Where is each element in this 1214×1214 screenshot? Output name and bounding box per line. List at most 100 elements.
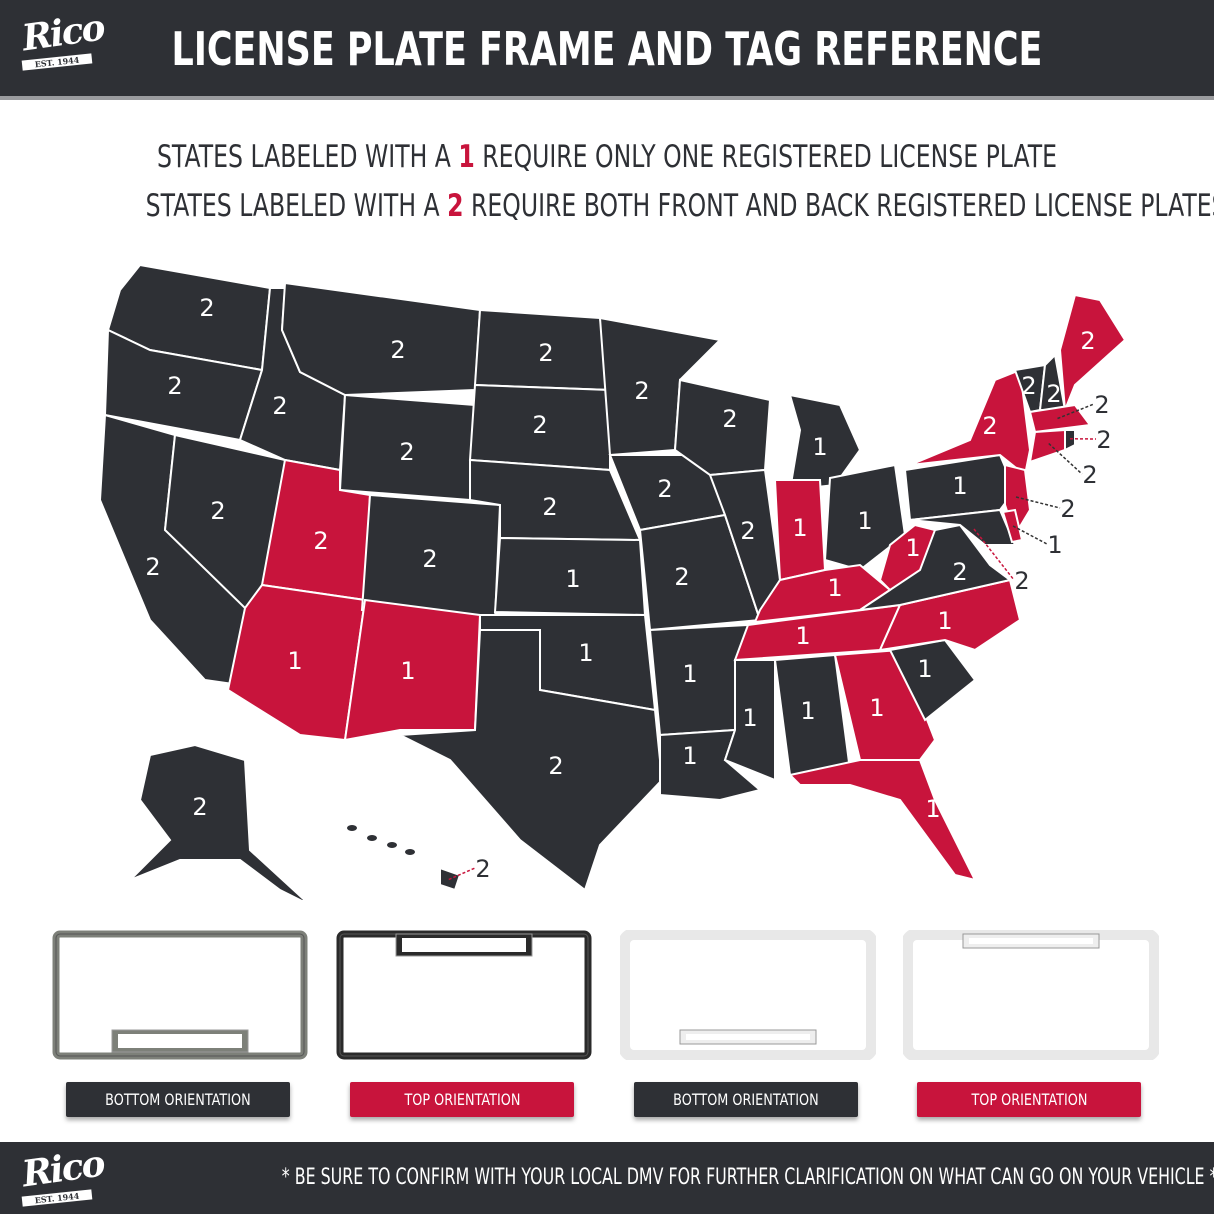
orientation-label-4: TOP ORIENTATION <box>917 1082 1141 1117</box>
state-label-ri: 2 <box>1096 426 1111 454</box>
state-label-ms: 1 <box>742 704 757 732</box>
state-mt[interactable] <box>280 281 482 397</box>
state-label-ks: 1 <box>565 565 580 593</box>
state-label-md: 2 <box>1014 567 1029 595</box>
state-ky[interactable] <box>753 563 892 624</box>
state-label-al: 1 <box>800 697 815 725</box>
legend-text: REQUIRE BOTH FRONT AND BACK REGISTERED L… <box>463 188 1214 224</box>
state-label-or: 2 <box>167 372 182 400</box>
state-label-sc: 1 <box>917 655 932 683</box>
state-label-sd: 2 <box>532 411 547 439</box>
state-label-nv: 2 <box>210 497 225 525</box>
state-label-mi: 1 <box>812 433 827 461</box>
state-wv[interactable] <box>878 523 937 592</box>
state-ar[interactable] <box>648 623 750 737</box>
state-label-in: 1 <box>792 514 807 542</box>
orientation-text: BOTTOM ORIENTATION <box>673 1090 819 1109</box>
header-bar: Rico EST. 1944 LICENSE PLATE FRAME AND T… <box>0 0 1214 100</box>
state-label-az: 1 <box>287 647 302 675</box>
hawaii-island <box>347 825 357 831</box>
rico-logo: Rico EST. 1944 <box>19 7 106 71</box>
state-label-ia: 2 <box>657 475 672 503</box>
state-label-wi: 2 <box>722 405 737 433</box>
footer-bar: Rico EST. 1944 * BE SURE TO CONFIRM WITH… <box>0 1142 1214 1214</box>
plate-frame-4 <box>901 928 1161 1062</box>
leader-line <box>973 528 1015 581</box>
state-label-mn: 2 <box>634 377 649 405</box>
state-label-ct: 2 <box>1082 461 1097 489</box>
state-ct[interactable] <box>1028 428 1066 464</box>
legend-line-1: STATES LABELED WITH A 1 REQUIRE ONLY ONE… <box>146 138 1069 176</box>
state-label-wa: 2 <box>199 294 214 322</box>
state-mo[interactable] <box>638 513 762 632</box>
hawaii-island <box>405 849 415 855</box>
state-label-hi: 2 <box>475 855 490 883</box>
state-label-vt: 2 <box>1021 372 1036 400</box>
state-ma[interactable] <box>1028 403 1092 434</box>
state-label-ar: 1 <box>682 660 697 688</box>
state-tx[interactable] <box>396 629 664 892</box>
hawaii-island <box>367 835 377 841</box>
plate-frame-2 <box>336 930 592 1060</box>
orientation-label-1: BOTTOM ORIENTATION <box>66 1082 290 1117</box>
orientation-text: TOP ORIENTATION <box>971 1090 1087 1109</box>
leader-line <box>1048 442 1083 475</box>
state-nm[interactable] <box>343 598 482 742</box>
legend-number: 2 <box>447 188 464 224</box>
state-de[interactable] <box>1001 508 1024 544</box>
state-label-de: 1 <box>1047 531 1062 559</box>
state-label-fl: 1 <box>925 795 940 823</box>
orientation-label-3: BOTTOM ORIENTATION <box>634 1082 858 1117</box>
orientation-label-2: TOP ORIENTATION <box>350 1082 574 1117</box>
plate-frame-1 <box>52 930 308 1060</box>
state-label-nj: 2 <box>1060 495 1075 523</box>
dmv-disclaimer: * BE SURE TO CONFIRM WITH YOUR LOCAL DMV… <box>281 1165 1214 1190</box>
state-label-ut: 2 <box>313 527 328 555</box>
state-label-ma: 2 <box>1094 391 1109 419</box>
logo-name: Rico <box>19 6 107 60</box>
orientation-text: TOP ORIENTATION <box>404 1090 520 1109</box>
plate-frame-3 <box>618 928 878 1062</box>
state-ak[interactable] <box>129 743 310 900</box>
leader-line <box>1012 525 1048 545</box>
state-label-id: 2 <box>272 392 287 420</box>
state-label-la: 1 <box>682 742 697 770</box>
state-label-ne: 2 <box>542 493 557 521</box>
state-label-oh: 1 <box>857 507 872 535</box>
state-ri[interactable] <box>1064 429 1076 452</box>
state-label-mt: 2 <box>390 336 405 364</box>
state-label-me: 2 <box>1080 327 1095 355</box>
state-oh[interactable] <box>823 463 907 572</box>
legend-number: 1 <box>458 139 475 175</box>
state-label-tn: 1 <box>795 622 810 650</box>
state-ms[interactable] <box>723 659 776 782</box>
state-label-pa: 1 <box>952 472 967 500</box>
legend-text: STATES LABELED WITH A <box>145 188 448 224</box>
state-label-nm: 1 <box>400 657 415 685</box>
state-label-ga: 1 <box>869 694 884 722</box>
state-label-ky: 1 <box>827 574 842 602</box>
state-label-nd: 2 <box>538 339 553 367</box>
state-label-nc: 1 <box>937 607 952 635</box>
page-title: LICENSE PLATE FRAME AND TAG REFERENCE <box>171 22 1043 76</box>
state-label-ak: 2 <box>192 793 207 821</box>
leader-line <box>1057 403 1095 420</box>
state-label-ny: 2 <box>982 412 997 440</box>
legend-line-2: STATES LABELED WITH A 2 REQUIRE BOTH FRO… <box>145 187 1214 225</box>
leader-line <box>1015 496 1061 509</box>
state-label-mo: 2 <box>674 563 689 591</box>
state-label-wy: 2 <box>399 438 414 466</box>
state-label-il: 2 <box>740 517 755 545</box>
state-label-wv: 1 <box>905 534 920 562</box>
state-label-va: 2 <box>952 558 967 586</box>
state-label-ca: 2 <box>145 553 160 581</box>
state-label-ok: 1 <box>578 639 593 667</box>
hawaii-island <box>387 842 397 848</box>
state-label-co: 2 <box>422 545 437 573</box>
state-md[interactable] <box>909 508 1017 546</box>
legend-text: REQUIRE ONLY ONE REGISTERED LICENSE PLAT… <box>474 139 1058 175</box>
state-ny[interactable] <box>909 368 1032 477</box>
state-fl[interactable] <box>787 759 977 882</box>
orientation-text: BOTTOM ORIENTATION <box>105 1090 251 1109</box>
